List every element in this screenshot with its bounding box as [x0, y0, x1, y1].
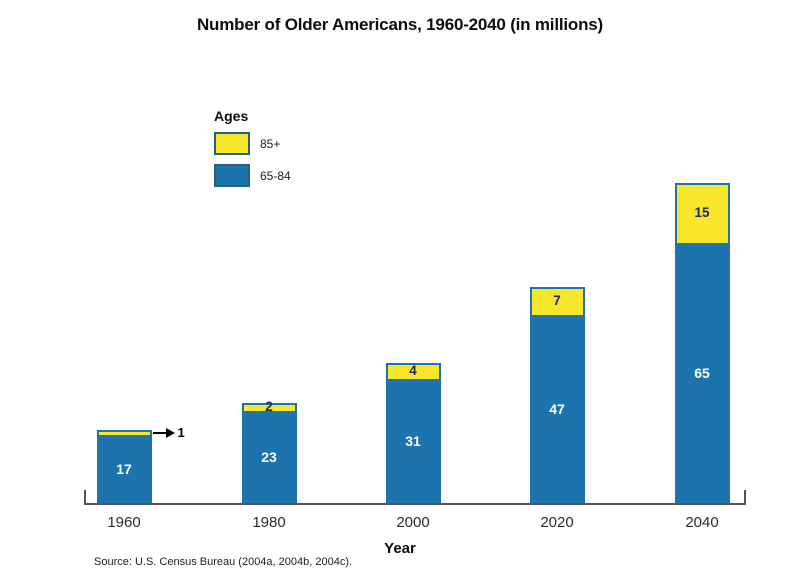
chart-title: Number of Older Americans, 1960-2040 (in… — [196, 15, 603, 34]
legend-swatch-65-84-icon — [214, 164, 250, 187]
annotation-85plus-1960: 1 — [152, 425, 185, 440]
bar-2020-segment-65-84 — [529, 315, 585, 503]
bar-1960-segment-65-84 — [96, 435, 152, 503]
x-axis-right-end-tick — [744, 490, 746, 503]
x-axis-title: Year — [384, 540, 416, 557]
bar-2020-segment-85plus — [529, 287, 585, 315]
x-axis-baseline — [84, 503, 746, 505]
annotation-arrowhead-icon — [165, 427, 175, 438]
bar-2040-value-85plus: 15 — [694, 205, 710, 221]
annotation-value-label: 1 — [177, 425, 185, 440]
x-tick-label-1960: 1960 — [107, 514, 141, 531]
legend-label-85plus: 85+ — [260, 136, 281, 151]
legend-swatch-85plus-icon — [214, 132, 250, 155]
bar-2020-value-65-84: 47 — [549, 401, 565, 417]
bar-2000-segment-85plus — [385, 363, 441, 379]
legend-label-65-84: 65-84 — [260, 168, 291, 183]
bar-1960-value-65-84: 17 — [116, 461, 132, 477]
x-tick-label-2020: 2020 — [540, 514, 574, 531]
bar-2000-value-65-84: 31 — [405, 433, 421, 449]
bar-1980-segment-65-84 — [241, 411, 297, 503]
legend-item-65-84: 65-84 — [214, 164, 291, 187]
bar-1960-segment-85plus — [96, 430, 152, 435]
bar-1980-value-85plus: 2 — [265, 399, 273, 415]
legend-heading: Ages — [214, 108, 249, 124]
x-tick-label-2000: 2000 — [396, 514, 430, 531]
bar-1980-segment-85plus — [241, 403, 297, 411]
bar-2040-segment-65-84 — [674, 243, 730, 503]
bar-2040-segment-85plus — [674, 183, 730, 243]
legend: Ages 85+ 65-84 — [214, 108, 291, 196]
x-tick-label-1980: 1980 — [252, 514, 286, 531]
bar-1980-value-65-84: 23 — [261, 449, 277, 465]
annotation-arrow-line — [152, 431, 166, 434]
legend-item-85plus: 85+ — [214, 132, 291, 155]
x-axis-left-end-tick — [84, 490, 86, 503]
bar-2020-value-85plus: 7 — [553, 293, 561, 309]
bar-2000-segment-65-84 — [385, 379, 441, 503]
bar-2000-value-85plus: 4 — [409, 363, 417, 379]
x-tick-label-2040: 2040 — [685, 514, 719, 531]
source-note: Source: U.S. Census Bureau (2004a, 2004b… — [94, 556, 353, 568]
bar-2040-value-65-84: 65 — [694, 365, 710, 381]
